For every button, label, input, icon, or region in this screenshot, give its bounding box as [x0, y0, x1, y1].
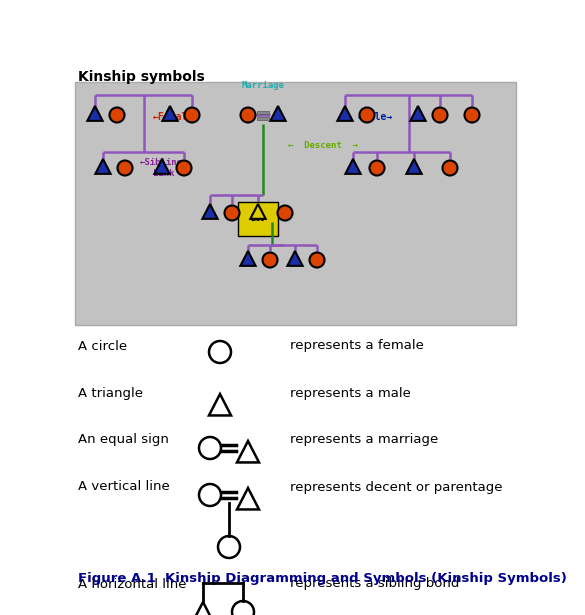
Circle shape	[309, 253, 325, 268]
Polygon shape	[338, 106, 353, 121]
Circle shape	[118, 161, 132, 175]
Polygon shape	[87, 106, 102, 121]
Text: Kinship symbols: Kinship symbols	[78, 70, 205, 84]
Polygon shape	[95, 159, 111, 174]
Circle shape	[184, 108, 199, 122]
Polygon shape	[250, 204, 266, 219]
Polygon shape	[202, 204, 218, 219]
Circle shape	[432, 108, 448, 122]
Text: ←  Descent  →: ← Descent →	[288, 140, 358, 149]
Circle shape	[199, 437, 221, 459]
Text: Marriage: Marriage	[242, 81, 284, 90]
Circle shape	[225, 205, 239, 221]
Polygon shape	[154, 159, 170, 174]
Circle shape	[360, 108, 374, 122]
Circle shape	[277, 205, 292, 221]
Text: EGO: EGO	[250, 214, 266, 223]
Text: represents decent or parentage: represents decent or parentage	[290, 480, 503, 493]
Text: Figure A.1  Kinship Diagramming and Symbols (Kinship Symbols): Figure A.1 Kinship Diagramming and Symbo…	[78, 572, 567, 585]
Circle shape	[218, 536, 240, 558]
Circle shape	[442, 161, 457, 175]
Text: represents a sibling bond: represents a sibling bond	[290, 577, 459, 590]
Circle shape	[232, 601, 254, 615]
Circle shape	[109, 108, 125, 122]
Bar	[75, 82, 516, 325]
Text: A triangle: A triangle	[78, 386, 143, 400]
Polygon shape	[407, 159, 422, 174]
Polygon shape	[287, 251, 302, 266]
Text: represents a male: represents a male	[290, 386, 411, 400]
Text: A vertical line: A vertical line	[78, 480, 170, 493]
Text: represents a female: represents a female	[290, 339, 424, 352]
Text: represents a marriage: represents a marriage	[290, 434, 438, 446]
Polygon shape	[270, 106, 285, 121]
Polygon shape	[240, 251, 256, 266]
Polygon shape	[163, 106, 178, 121]
Polygon shape	[193, 602, 213, 615]
Bar	[257, 111, 269, 114]
Bar	[257, 117, 269, 120]
Polygon shape	[237, 488, 259, 509]
Text: ←Male→: ←Male→	[357, 112, 393, 122]
Text: A horizontal line: A horizontal line	[78, 577, 187, 590]
Text: ←Sibling→
Link: ←Sibling→ Link	[139, 158, 188, 178]
Polygon shape	[237, 441, 259, 462]
Circle shape	[370, 161, 384, 175]
Circle shape	[177, 161, 191, 175]
Circle shape	[209, 341, 231, 363]
Circle shape	[464, 108, 480, 122]
Polygon shape	[410, 106, 426, 121]
Text: An equal sign: An equal sign	[78, 434, 169, 446]
Text: A circle: A circle	[78, 339, 127, 352]
Circle shape	[199, 484, 221, 506]
Polygon shape	[345, 159, 360, 174]
Text: ←Female→: ←Female→	[153, 112, 200, 122]
Circle shape	[263, 253, 277, 268]
Circle shape	[240, 108, 256, 122]
Polygon shape	[209, 394, 231, 416]
